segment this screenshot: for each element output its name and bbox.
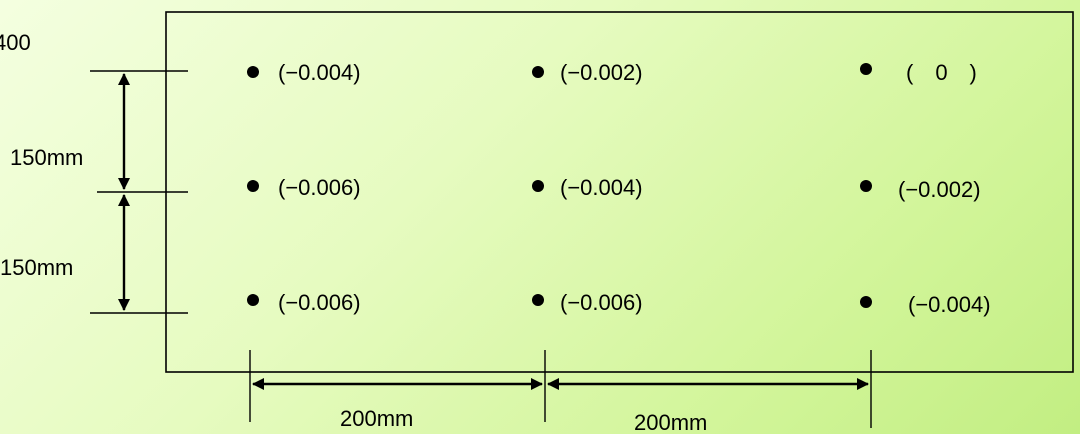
measurement-point-dot — [247, 180, 259, 192]
dimension-label-horizontal-left: 200mm — [340, 406, 413, 431]
dimension-label-vertical-top: 150mm — [10, 145, 83, 170]
measurement-value-r3c3: (−0.004) — [908, 292, 991, 317]
measurement-value-r2c2: (−0.004) — [560, 175, 643, 200]
measurement-point-dot — [532, 66, 544, 78]
measurement-value-r1c2: (−0.002) — [560, 60, 643, 85]
measurement-value-r2c1: (−0.006) — [278, 175, 361, 200]
measurement-value-r2c3: (−0.002) — [898, 177, 981, 202]
corner-label: 400 — [0, 30, 31, 55]
measurement-point-dot — [247, 294, 259, 306]
measurement-point-dot — [860, 180, 872, 192]
measurement-point-dot — [860, 296, 872, 308]
measurement-point-dot — [532, 294, 544, 306]
measurement-point-dot — [532, 180, 544, 192]
measurement-value-r3c2: (−0.006) — [560, 290, 643, 315]
measurement-point-dot — [247, 66, 259, 78]
dimension-label-vertical-bottom: 150mm — [0, 255, 73, 280]
measurement-value-r3c1: (−0.006) — [278, 290, 361, 315]
measurement-point-dot — [860, 63, 872, 75]
measurement-value-r1c1: (−0.004) — [278, 60, 361, 85]
dimension-label-horizontal-right: 200mm — [634, 410, 707, 434]
measurement-value-r1c3: ( 0 ) — [906, 60, 977, 85]
